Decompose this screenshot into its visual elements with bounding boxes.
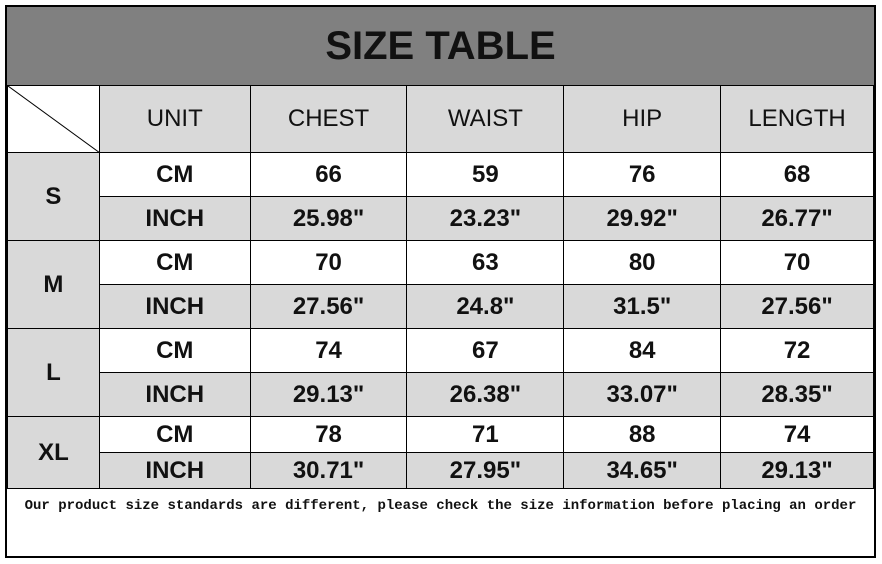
unit-cell: INCH	[98, 452, 251, 489]
diagonal-corner-cell	[7, 85, 100, 153]
table-row: INCH 29.13" 26.38" 33.07" 28.35"	[8, 372, 874, 417]
measure-cell: 28.35"	[720, 372, 874, 417]
unit-cell: CM	[98, 416, 251, 453]
unit-cell: CM	[98, 240, 251, 285]
measure-cell: 29.92"	[563, 196, 722, 241]
size-label: S	[7, 152, 100, 241]
measure-cell: 29.13"	[249, 372, 408, 417]
measure-cell: 74	[249, 328, 408, 373]
measure-cell: 63	[406, 240, 565, 285]
size-note: Our product size standards are different…	[24, 498, 857, 514]
size-table-document: SIZE TABLE UNIT CHEST WAIST HIP LENGTH S CM 66 5…	[5, 5, 876, 558]
measure-cell: 71	[406, 416, 565, 453]
table-row: M CM 70 63 80 70	[7, 240, 874, 329]
measure-cell: 66	[249, 152, 408, 197]
measure-cell: 26.77"	[720, 196, 874, 241]
unit-cell: CM	[98, 328, 251, 373]
size-table: UNIT CHEST WAIST HIP LENGTH S CM 66 59 76 68 INCH 25…	[7, 85, 874, 489]
measure-cell: 31.5"	[563, 284, 722, 329]
measure-cell: 25.98"	[249, 196, 408, 241]
measure-cell: 84	[563, 328, 722, 373]
table-row: INCH 30.71" 27.95" 34.65" 29.13"	[8, 452, 874, 489]
table-title: SIZE TABLE	[7, 7, 874, 86]
measure-cell: 78	[249, 416, 408, 453]
measure-cell: 27.95"	[406, 452, 565, 489]
measure-cell: 76	[563, 152, 722, 197]
measure-cell: 80	[563, 240, 722, 285]
measure-cell: 23.23"	[406, 196, 565, 241]
measure-cell: 29.13"	[720, 452, 874, 489]
measure-cell: 33.07"	[563, 372, 722, 417]
size-label: M	[7, 240, 100, 329]
column-header-waist: WAIST	[406, 85, 565, 153]
measure-cell: 27.56"	[720, 284, 874, 329]
unit-cell: INCH	[98, 196, 251, 241]
size-label: XL	[7, 416, 100, 489]
table-row: L CM 74 67 84 72	[7, 328, 874, 417]
measure-cell: 30.71"	[249, 452, 408, 489]
unit-cell: CM	[98, 152, 251, 197]
measure-cell: 59	[406, 152, 565, 197]
measure-cell: 34.65"	[563, 452, 722, 489]
size-label: L	[7, 328, 100, 417]
diagonal-line	[8, 86, 100, 153]
column-header-chest: CHEST	[249, 85, 408, 153]
column-header-length: LENGTH	[720, 85, 874, 153]
unit-cell: INCH	[98, 372, 251, 417]
column-header-unit: UNIT	[98, 85, 251, 153]
measure-cell: 68	[720, 152, 874, 197]
measure-cell: 67	[406, 328, 565, 373]
measure-cell: 88	[563, 416, 722, 453]
measure-cell: 24.8"	[406, 284, 565, 329]
table-row: S CM 66 59 76 68	[7, 152, 874, 241]
measure-cell: 72	[720, 328, 874, 373]
measure-cell: 70	[720, 240, 874, 285]
table-row: INCH 27.56" 24.8" 31.5" 27.56"	[8, 284, 874, 329]
table-row: XL CM 78 71 88 74	[7, 416, 874, 489]
measure-cell: 70	[249, 240, 408, 285]
table-row: INCH 25.98" 23.23" 29.92" 26.77"	[8, 196, 874, 241]
measure-cell: 27.56"	[249, 284, 408, 329]
column-header-hip: HIP	[563, 85, 722, 153]
unit-cell: INCH	[98, 284, 251, 329]
header-row: UNIT CHEST WAIST HIP LENGTH	[7, 85, 874, 153]
measure-cell: 74	[720, 416, 874, 453]
measure-cell: 26.38"	[406, 372, 565, 417]
